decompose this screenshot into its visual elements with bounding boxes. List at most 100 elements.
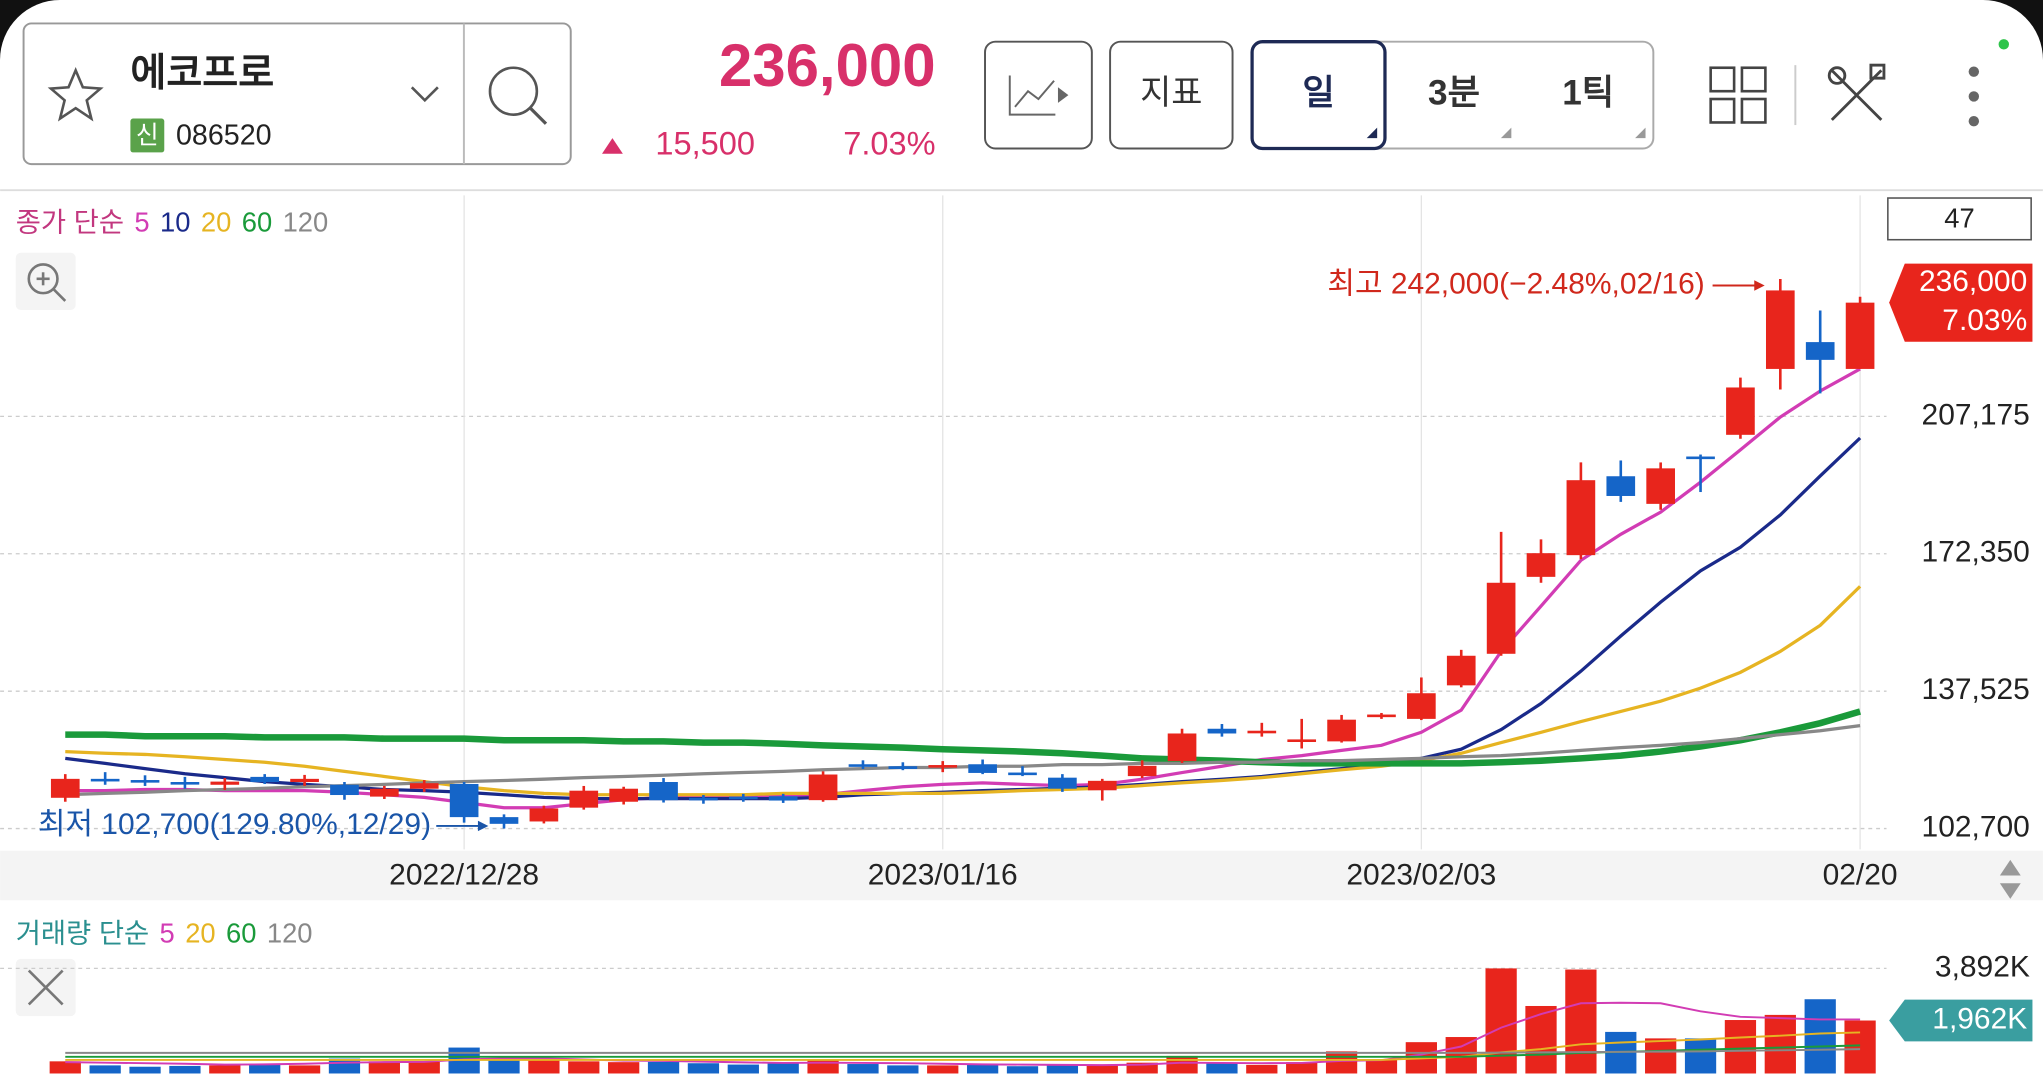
volume-bar: [568, 1061, 600, 1074]
candle-body: [1526, 553, 1556, 577]
badge: 신: [136, 121, 159, 149]
ma-line: [65, 724, 1861, 797]
search-icon[interactable]: [488, 66, 548, 125]
candle-body: [1726, 387, 1755, 435]
candle-body: [50, 778, 80, 798]
volume-bar: [1844, 1020, 1876, 1074]
candle-body: [1008, 772, 1037, 776]
last-price-tag: [1889, 263, 2033, 342]
dropdown-chevron[interactable]: [410, 86, 439, 103]
price-change: 15,500: [655, 126, 755, 162]
volume-bar: [687, 1063, 720, 1074]
scroll-arrows[interactable]: [1999, 859, 2021, 899]
layout-icon[interactable]: [1709, 66, 1767, 124]
status-dot: [1998, 39, 2010, 50]
high-annotation: 최고 242,000(−2.48%,02/16): [1327, 267, 1704, 300]
volume-bar: [647, 1061, 680, 1074]
volume-bar: [1166, 1055, 1198, 1074]
candle-body: [1446, 655, 1476, 686]
volume-bar: [887, 1065, 919, 1074]
volume-bar: [1046, 1065, 1079, 1074]
zoom-button[interactable]: [15, 252, 76, 311]
candle-body: [768, 796, 798, 801]
stock-name: 에코프로: [130, 52, 274, 95]
current-price: 236,000: [719, 32, 936, 99]
legend-entry: 120: [283, 206, 329, 237]
volume-bar: [727, 1064, 759, 1074]
more-icon[interactable]: [1968, 66, 1980, 127]
x-tick-label: 2023/02/03: [1346, 859, 1496, 892]
volume-bar: [847, 1064, 879, 1074]
candle-body: [848, 764, 878, 767]
candle-body: [928, 765, 958, 768]
candle-body: [1367, 714, 1396, 718]
candle-body: [1127, 765, 1157, 777]
candle-body: [1646, 468, 1675, 504]
candle-body: [370, 788, 399, 797]
legend-entry: 10: [160, 206, 190, 237]
candle-body: [1167, 733, 1197, 762]
count-box[interactable]: [1887, 197, 2032, 241]
candle-body: [90, 778, 120, 782]
candle-body: [1287, 739, 1317, 743]
legend-entry: 60: [242, 206, 272, 237]
legend-entry: 60: [226, 918, 256, 949]
high-arrow-head: [1754, 280, 1765, 291]
x-tick-label: 02/20: [1823, 859, 1898, 892]
indicator-label: 지표: [1140, 74, 1202, 112]
candle-body: [1327, 719, 1356, 742]
volume-bar: [1325, 1051, 1358, 1074]
y-tick-label: 102,700: [1922, 810, 2030, 843]
period-3min[interactable]: 3분: [1428, 73, 1480, 112]
volume-bar: [1764, 1014, 1796, 1074]
low-arrow-head: [477, 820, 489, 832]
price-chart: 102,700 137,525 172,350 207,175 2022/12/28 20…: [0, 195, 2030, 892]
stock-box[interactable]: [22, 22, 572, 166]
volume-bar: [169, 1065, 201, 1074]
favorite-star[interactable]: [47, 67, 104, 122]
volume-bar: [1246, 1064, 1278, 1074]
candle-body: [649, 782, 678, 801]
last-volume: 1,962K: [1932, 1002, 2027, 1035]
legend-entry: 120: [267, 918, 313, 949]
candle-body: [529, 808, 559, 822]
legend-title: 종가 단순: [16, 206, 124, 237]
candle-body: [1247, 730, 1277, 734]
indicator-button[interactable]: [1109, 40, 1234, 150]
volume-bar: [1684, 1038, 1717, 1074]
volume-bar: [927, 1065, 959, 1074]
volume-bar: [209, 1065, 241, 1074]
legend-title: 거래량 단순: [16, 918, 149, 949]
volume-bar: [966, 1064, 999, 1074]
volume-bar: [1485, 968, 1517, 1074]
legend-entry: 5: [160, 918, 175, 949]
candle-body: [689, 797, 718, 801]
chart-icon: [1008, 75, 1056, 116]
volume-bar: [1126, 1062, 1158, 1074]
volume-chart: 3,892K 거래량 단순 5 20 60 120: [0, 918, 2030, 1074]
volume-bar: [1365, 1059, 1398, 1074]
tools-icon[interactable]: [1827, 63, 1886, 121]
period-tick[interactable]: 1틱: [1562, 73, 1614, 112]
legend-entry: 5: [134, 206, 149, 237]
count-value: 47: [1944, 202, 1974, 233]
volume-bar: [1286, 1062, 1318, 1074]
volume-bar: [807, 1060, 839, 1074]
candle-body: [808, 774, 838, 801]
volume-bar: [1206, 1063, 1238, 1074]
volume-bar: [49, 1061, 81, 1074]
x-axis-band: [0, 850, 2043, 901]
y-tick-label: 3,892K: [1935, 950, 2030, 983]
y-tick-label: 137,525: [1922, 673, 2030, 706]
candle-body: [1048, 777, 1077, 789]
candle-body: [1087, 780, 1117, 791]
candle-body: [1765, 290, 1795, 369]
period-selected[interactable]: [1250, 40, 1387, 151]
period-day[interactable]: 일: [1302, 73, 1334, 112]
volume-bar: [89, 1065, 121, 1074]
candle-body: [1805, 342, 1835, 360]
chart-type-button[interactable]: [984, 40, 1093, 150]
last-change: 7.03%: [1942, 304, 2027, 337]
volume-bar: [1724, 1020, 1757, 1074]
